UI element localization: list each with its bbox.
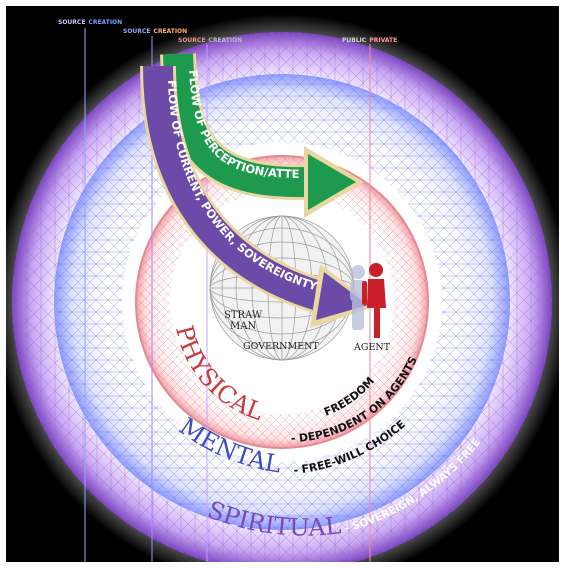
- agent-figure: [362, 263, 386, 338]
- straw-label: STRAW: [224, 310, 263, 321]
- top-label-2: SOURCE CREATION: [123, 28, 187, 35]
- agent-label: AGENT: [353, 342, 391, 353]
- top-label-4: PUBLIC PRIVATE: [342, 37, 397, 44]
- government-label: GOVERNMENT: [243, 341, 319, 352]
- top-label-3: SOURCE CREATION: [178, 37, 242, 44]
- man-label: MAN: [230, 321, 256, 332]
- physical-sphere-edge: [135, 155, 429, 449]
- diagram-canvas: SOURCE CREATION SOURCE CREATION SOURCE CREA…: [6, 6, 559, 562]
- diagram-svg: SOURCE CREATION SOURCE CREATION SOURCE CREA…: [6, 6, 559, 562]
- top-label-1: SOURCE CREATION: [58, 19, 122, 26]
